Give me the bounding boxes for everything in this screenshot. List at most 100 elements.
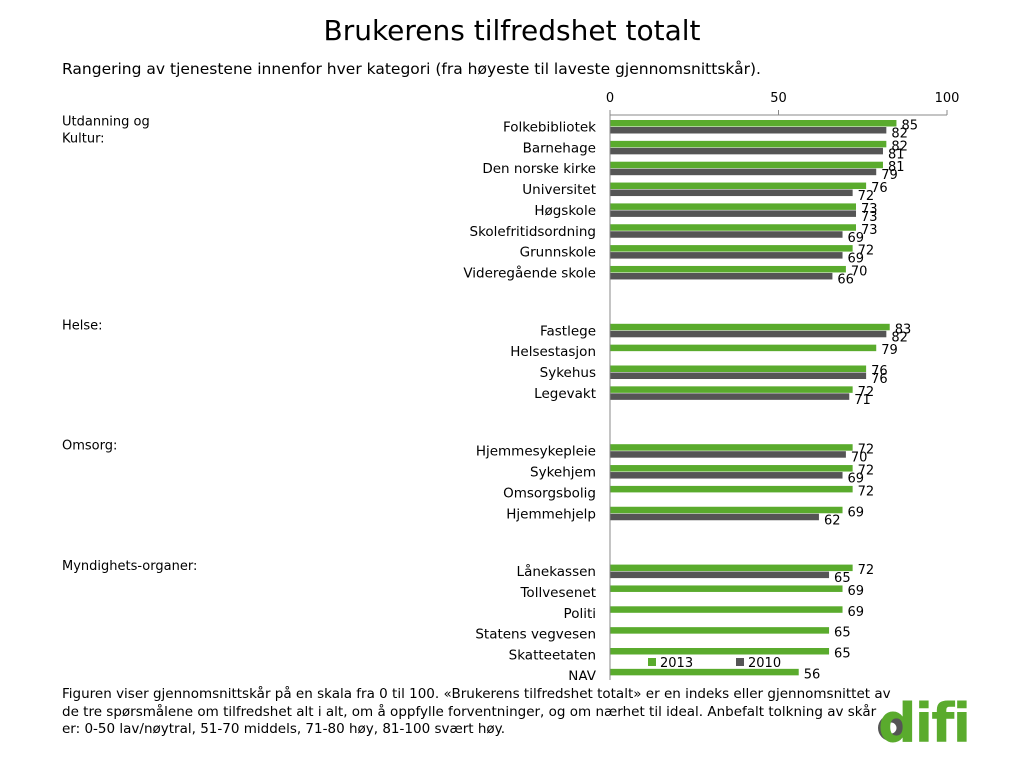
category-label: Omsorgsbolig [503, 485, 596, 501]
data-label-2013: 72 [858, 443, 875, 458]
category-label: Fastlege [540, 323, 596, 339]
data-label-2010: 73 [861, 210, 878, 225]
x-tick-label: 0 [606, 91, 614, 106]
bar-2013 [610, 265, 846, 273]
bar-2010 [610, 272, 833, 280]
bar-2013 [610, 386, 853, 393]
category-label: Barnehage [523, 140, 596, 156]
category-label: Hjemmesykepleie [476, 444, 596, 460]
bar-2013 [610, 668, 799, 676]
data-label-2013: 73 [861, 223, 878, 238]
data-label-2013: 69 [848, 605, 865, 620]
legend-swatch-2013 [648, 658, 656, 666]
category-label: Høgskole [534, 203, 596, 219]
logo-text: difi [878, 692, 969, 748]
bar-2013 [610, 182, 867, 190]
category-label: Legevakt [534, 386, 596, 402]
data-label-2010: 79 [881, 168, 898, 183]
bar-2013 [610, 506, 843, 514]
bar-2013 [610, 365, 867, 372]
data-label-2010: 65 [834, 571, 851, 586]
bar-2010 [610, 189, 853, 197]
bar-2010 [610, 210, 857, 217]
data-label-2013: 76 [871, 364, 888, 379]
category-label: Skatteetaten [509, 648, 596, 664]
category-label: Skolefritidsordning [470, 224, 597, 240]
chart-title: Brukerens tilfredshet totalt [323, 14, 701, 47]
bar-2010 [610, 127, 887, 134]
category-label: Universitet [522, 182, 596, 198]
bar-2013 [610, 344, 877, 352]
data-label-2013: 76 [871, 181, 888, 196]
data-label-2013: 69 [848, 505, 865, 520]
data-label-2013: 85 [901, 119, 918, 134]
x-tick-label: 100 [935, 91, 960, 106]
bar-2013 [610, 627, 830, 634]
bar-2013 [610, 444, 853, 451]
data-label-2010: 82 [891, 330, 908, 345]
bar-2013 [610, 606, 843, 613]
data-label-2013: 82 [891, 139, 908, 154]
data-label-2010: 62 [824, 513, 841, 528]
group-label: Utdanning og [62, 115, 150, 130]
category-label: Sykehus [540, 365, 596, 381]
bar-2010 [610, 147, 883, 155]
bar-chart: 0 50 100 Utdanning og Kultur: Folkebibliotek 8… [62, 91, 960, 680]
data-label-2013: 56 [804, 667, 821, 680]
data-label-2013: 69 [848, 584, 865, 599]
data-label-2013: 72 [858, 484, 875, 499]
data-label-2013: 72 [858, 464, 875, 479]
category-label: Helsestasjon [510, 344, 596, 360]
data-label-2013: 65 [834, 647, 851, 662]
group-label: Omsorg: [62, 439, 117, 454]
data-label-2013: 72 [858, 385, 875, 400]
data-label-2013: 73 [861, 202, 878, 217]
data-label-2010: 69 [848, 252, 865, 267]
data-label-2010: 72 [858, 189, 875, 204]
data-label-2010: 71 [854, 393, 871, 408]
category-label: Hjemmehjelp [506, 506, 596, 522]
footnote: Figuren viser gjennomsnittskår på en ska… [62, 686, 891, 737]
data-label-2010: 70 [851, 451, 868, 466]
difi-logo: difi [876, 692, 976, 755]
bar-2010 [610, 393, 850, 400]
data-label-2013: 72 [858, 563, 875, 578]
group-label: Helse: [62, 318, 103, 333]
category-label: Folkebibliotek [503, 120, 596, 136]
data-label-2010: 69 [848, 231, 865, 246]
bar-2010 [610, 330, 887, 338]
data-label-2013: 70 [851, 264, 868, 279]
category-label: Videregående skole [463, 264, 596, 281]
category-label: Den norske kirke [482, 161, 596, 177]
legend-label-2013: 2013 [660, 656, 693, 671]
data-label-2010: 66 [837, 272, 854, 287]
group-label: Myndighets-organer: [62, 559, 197, 574]
bar-2010 [610, 513, 819, 521]
data-label-2013: 81 [888, 160, 905, 175]
category-label: Grunnskole [520, 245, 596, 261]
bar-2013 [610, 564, 853, 572]
category-label: NAV [568, 668, 596, 680]
data-label-2010: 82 [891, 127, 908, 142]
data-label-2013: 79 [881, 343, 898, 358]
category-label: Politi [564, 606, 596, 622]
data-label-2010: 76 [871, 372, 888, 387]
bar-2013 [610, 120, 897, 127]
category-label: Sykehjem [530, 465, 596, 481]
data-label-2013: 72 [858, 244, 875, 259]
data-label-2013: 83 [895, 322, 912, 337]
bar-2010 [610, 231, 843, 238]
bar-2010 [610, 168, 877, 176]
bar-2010 [610, 571, 830, 579]
bar-2013 [610, 245, 853, 252]
bar-2010 [610, 252, 843, 259]
legend-label-2010: 2010 [748, 656, 781, 671]
category-label: Tollvesenet [519, 585, 596, 601]
bar-2010 [610, 372, 867, 379]
category-label: Statens vegvesen [475, 627, 596, 643]
bar-2013 [610, 161, 883, 169]
data-label-2010: 69 [848, 472, 865, 487]
data-label-2013: 65 [834, 626, 851, 641]
x-tick-label: 50 [770, 91, 787, 106]
bar-2010 [610, 451, 846, 458]
